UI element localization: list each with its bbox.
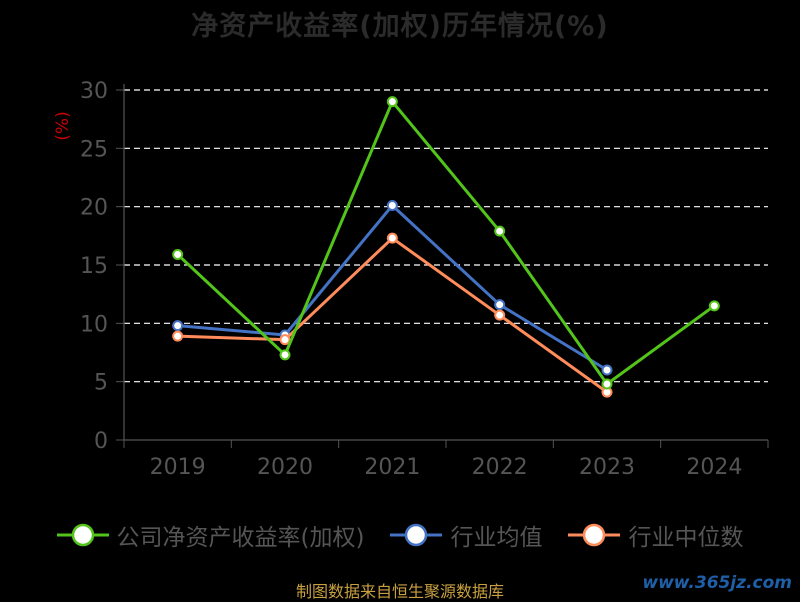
data-point (279, 349, 291, 361)
legend-circle (583, 523, 606, 547)
data-point (601, 378, 613, 390)
data-point (386, 96, 398, 108)
data-point (494, 299, 506, 311)
y-tick-label: 25 (80, 137, 108, 162)
y-tick-label: 5 (94, 371, 108, 396)
watermark: www.365jz.com (642, 573, 792, 593)
legend-marker-icon (56, 523, 109, 547)
chart-title: 净资产收益率(加权)历年情况(%) (191, 11, 609, 42)
legend-marker-icon (568, 523, 621, 547)
legend-label: 行业中位数 (628, 525, 744, 551)
data-point (386, 200, 398, 211)
line-chart: 0 5 10 15 20 25 30 2019 2020 2021 2022 2023 2024 (%) (53, 79, 769, 480)
data-point (494, 225, 506, 237)
footer-source: 制图数据来自恒生聚源数据库 (295, 582, 504, 601)
x-tick-label: 2019 (150, 455, 206, 480)
legend-circle (71, 523, 94, 547)
x-tick-label: 2021 (364, 455, 420, 480)
legend-item[interactable]: 行业均值 (390, 518, 542, 552)
legend: 公司净资产收益率(加权) 行业均值 行业中位数 (0, 518, 800, 552)
data-point (708, 300, 720, 312)
data-point (172, 330, 184, 342)
legend-item[interactable]: 行业中位数 (568, 518, 743, 552)
data-point (601, 364, 613, 376)
series-line (176, 100, 716, 386)
y-axis-label: (%) (53, 111, 73, 140)
legend-marker-icon (390, 523, 443, 547)
legend-label: 行业均值 (450, 525, 543, 551)
data-point (279, 334, 291, 346)
legend-item[interactable]: 公司净资产收益率(加权) (56, 518, 365, 552)
data-point (172, 320, 184, 332)
y-tick-label: 0 (94, 429, 108, 454)
data-point (494, 309, 506, 321)
y-tick-label: 30 (80, 79, 108, 104)
data-point (172, 249, 184, 260)
y-tick-label: 15 (80, 254, 108, 279)
data-point (386, 232, 398, 244)
x-tick-label: 2022 (472, 455, 528, 480)
y-tick-label: 10 (80, 312, 108, 337)
x-tick-label: 2024 (686, 455, 742, 480)
legend-circle (405, 523, 428, 547)
x-tick-label: 2020 (257, 455, 313, 480)
x-tick-label: 2023 (579, 455, 635, 480)
y-tick-label: 20 (80, 196, 108, 221)
legend-label: 公司净资产收益率(加权) (116, 525, 365, 551)
